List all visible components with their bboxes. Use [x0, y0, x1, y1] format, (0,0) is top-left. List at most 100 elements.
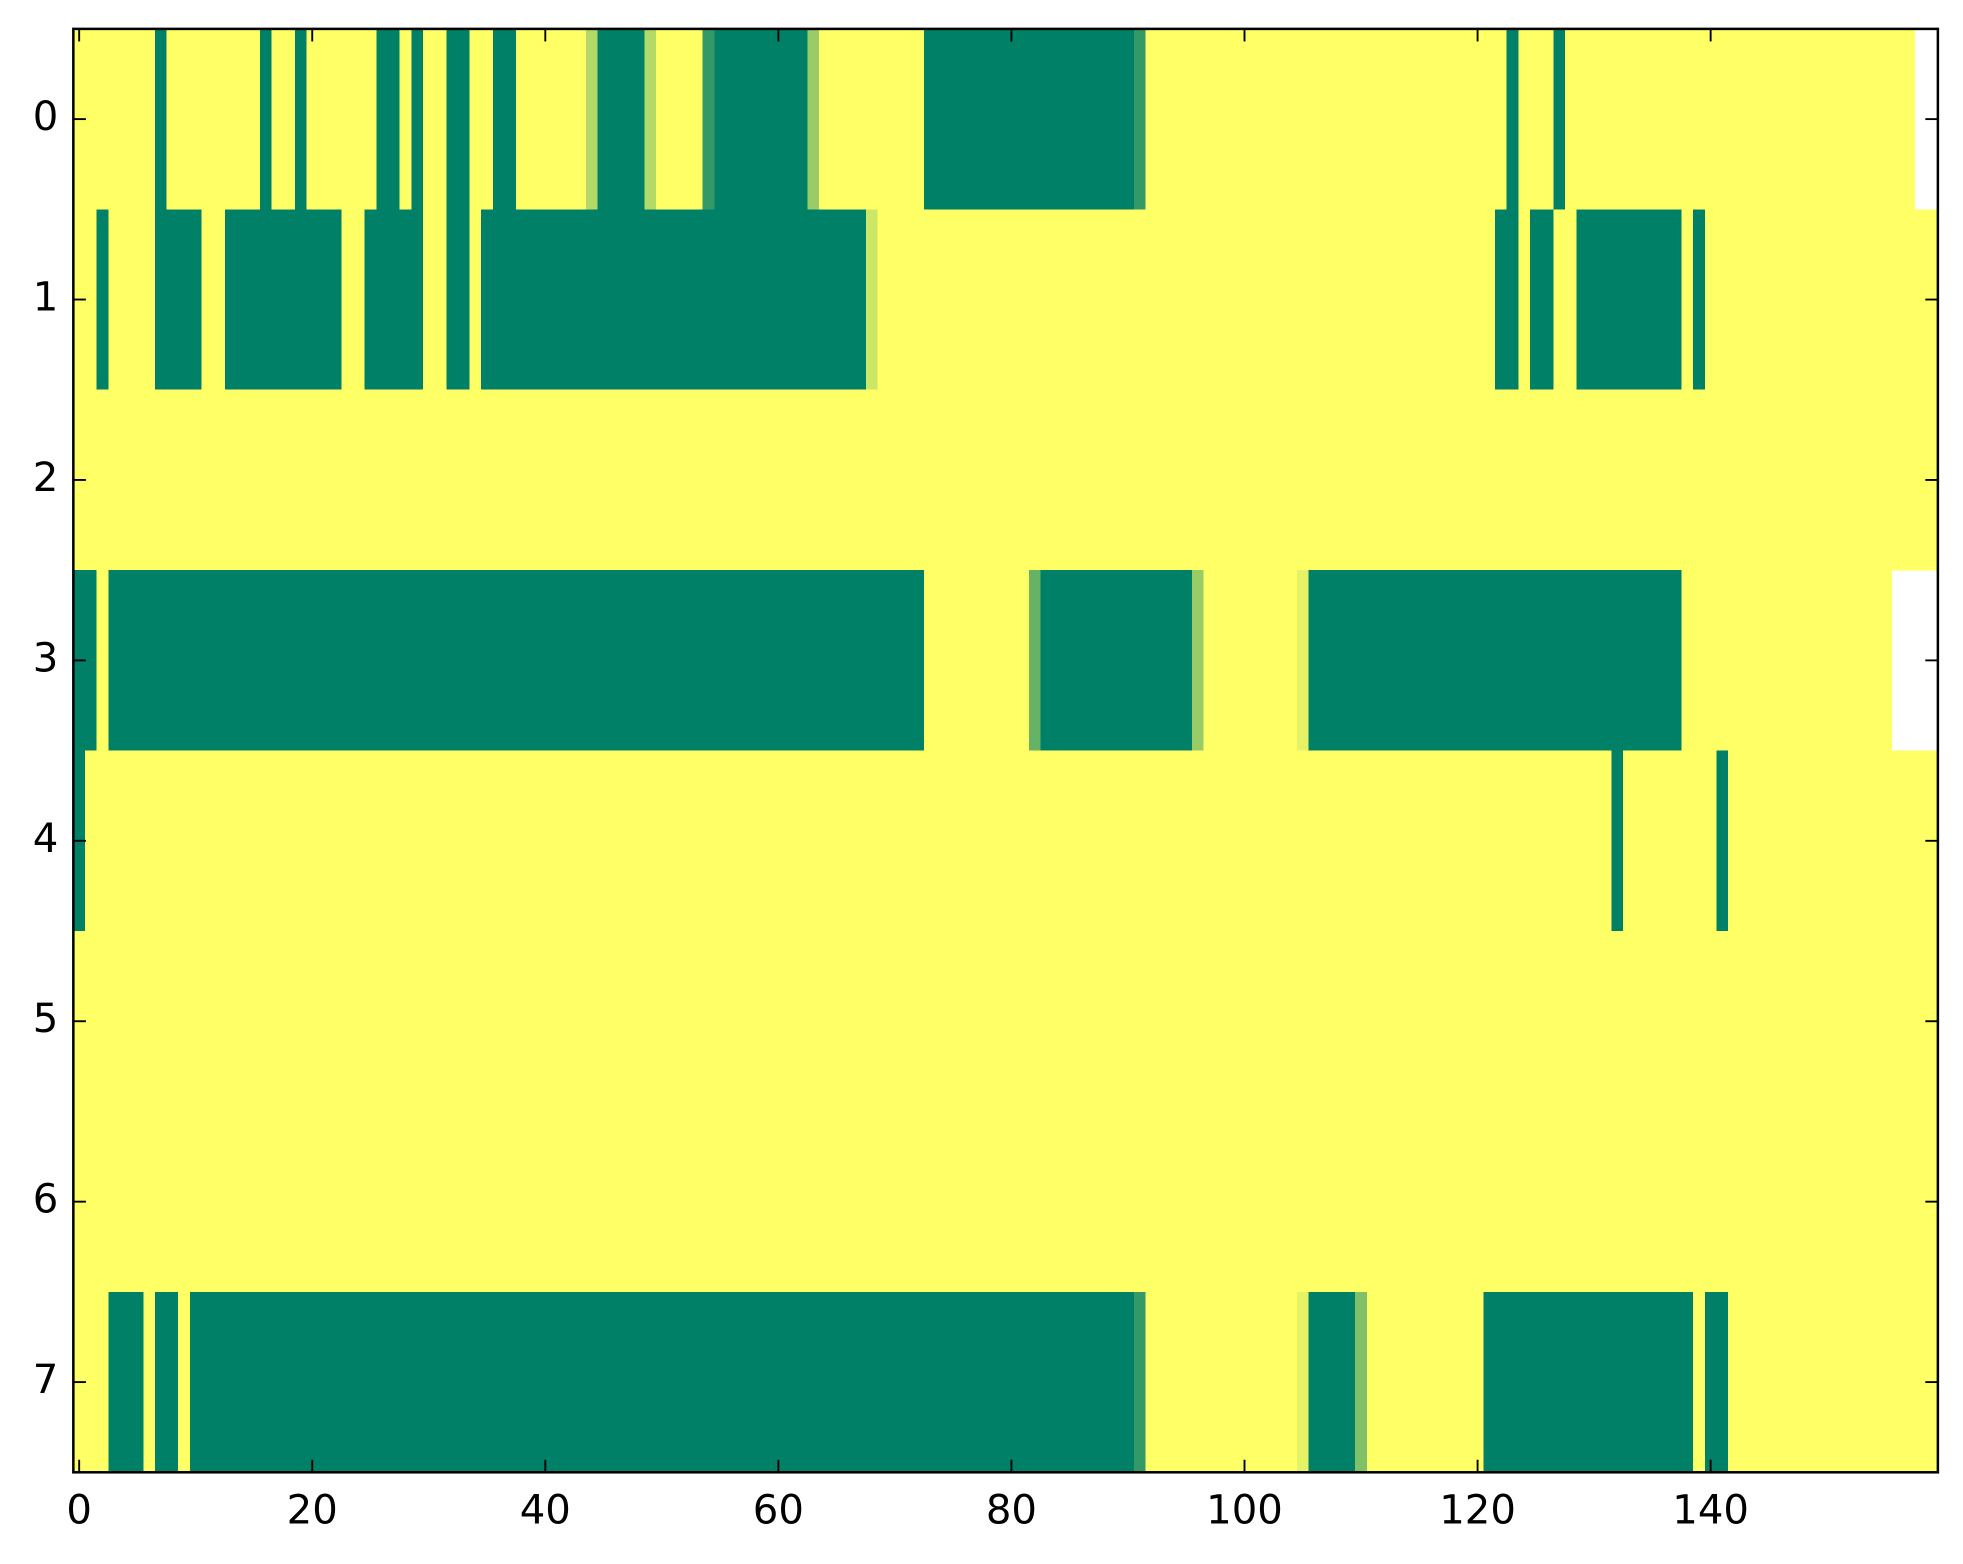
heatmap-cell [119, 389, 133, 571]
heatmap-cell [819, 209, 832, 391]
heatmap-cell [1809, 209, 1822, 391]
heatmap-cell [1355, 1291, 1368, 1473]
heatmap-cell [1658, 1111, 1671, 1293]
heatmap-cell [1157, 209, 1170, 391]
heatmap-cell [1110, 570, 1123, 752]
heatmap-cell [1564, 750, 1578, 932]
heatmap-cell [108, 931, 121, 1112]
heatmap-cell [1646, 28, 1659, 210]
heatmap-cell [1425, 1111, 1438, 1293]
heatmap-cell [1553, 28, 1566, 210]
heatmap-cell [714, 389, 727, 571]
heatmap-cell [1844, 1291, 1857, 1473]
heatmap-cell [935, 570, 948, 752]
heatmap-cell [679, 28, 692, 210]
heatmap-cell [224, 1291, 237, 1473]
heatmap-cell [970, 1111, 983, 1293]
heatmap-cell [399, 1291, 412, 1473]
heatmap-cell [1157, 931, 1170, 1112]
heatmap-cell [1052, 28, 1065, 210]
heatmap-cell [725, 570, 739, 752]
heatmap-cell [143, 389, 156, 571]
heatmap-cell [1273, 209, 1286, 391]
heatmap-cell [446, 1291, 459, 1473]
heatmap-cell [1028, 750, 1042, 932]
heatmap-cell [1669, 570, 1683, 752]
heatmap-cell [725, 1291, 739, 1473]
heatmap-cell [154, 750, 168, 932]
heatmap-cell [807, 931, 820, 1112]
heatmap-cell [1460, 209, 1473, 391]
heatmap-cell [912, 209, 925, 391]
heatmap-cell [993, 750, 1007, 932]
heatmap-cell [714, 28, 727, 210]
heatmap-cell [1227, 389, 1240, 571]
heatmap-cell [935, 1111, 948, 1293]
heatmap-cell [1122, 1111, 1135, 1293]
heatmap-cell [1634, 1291, 1648, 1473]
heatmap-cell [597, 931, 610, 1112]
heatmap-cell [679, 209, 692, 391]
heatmap-cell [574, 570, 587, 752]
heatmap-cell [143, 209, 156, 391]
heatmap-cell [1227, 750, 1240, 932]
heatmap-cell [1098, 209, 1111, 391]
heatmap-cell [1483, 1291, 1496, 1473]
heatmap-cell [481, 1111, 494, 1293]
heatmap-cell [1425, 750, 1438, 932]
heatmap-cell [539, 1291, 552, 1473]
heatmap-cell [1238, 1291, 1251, 1473]
heatmap-cell [189, 570, 203, 752]
heatmap-cell [656, 209, 669, 391]
heatmap-cell [1576, 1111, 1589, 1293]
heatmap-cell [213, 931, 226, 1112]
heatmap-cell [1658, 750, 1671, 932]
heatmap-cell [236, 28, 249, 210]
heatmap-cell [889, 570, 902, 752]
heatmap-cell [1471, 570, 1484, 752]
heatmap-cell [760, 931, 774, 1112]
heatmap-cell [1669, 1291, 1683, 1473]
heatmap-cell [1704, 28, 1717, 210]
heatmap-cell [1378, 28, 1391, 210]
heatmap-cell [1390, 750, 1403, 932]
heatmap-cell [959, 389, 972, 571]
heatmap-cell [481, 570, 494, 752]
heatmap-cell [1471, 1291, 1484, 1473]
heatmap-cell [259, 1291, 272, 1473]
heatmap-cell [795, 931, 809, 1112]
heatmap-cell [387, 209, 401, 391]
heatmap-cell [586, 1111, 599, 1293]
heatmap-cell [201, 1291, 214, 1473]
heatmap-cell [294, 931, 307, 1112]
heatmap-cell [166, 570, 179, 752]
heatmap-cell [1098, 931, 1111, 1112]
heatmap-cell [1448, 570, 1461, 752]
heatmap-cell [306, 570, 319, 752]
heatmap-cell [1541, 750, 1554, 932]
heatmap-cell [1122, 1291, 1135, 1473]
heatmap-cell [749, 1291, 762, 1473]
y-tick-label: 6 [33, 1177, 59, 1223]
heatmap-cell [1471, 28, 1484, 210]
heatmap-cell [271, 750, 284, 932]
heatmap-cell [889, 209, 902, 391]
heatmap-cell [1261, 1291, 1275, 1473]
heatmap-cell [1145, 1291, 1158, 1473]
heatmap-cell [1646, 389, 1659, 571]
heatmap-cell [1763, 750, 1776, 932]
heatmap-cell [854, 389, 867, 571]
heatmap-cell [1448, 750, 1461, 932]
heatmap-cell [422, 28, 436, 210]
heatmap-cell [399, 28, 412, 210]
heatmap-cell [469, 1111, 482, 1293]
heatmap-cell [1879, 1111, 1892, 1293]
heatmap-cell [1098, 570, 1111, 752]
heatmap-cell [1588, 389, 1601, 571]
heatmap-cell [760, 28, 774, 210]
heatmap-cell [795, 28, 809, 210]
heatmap-cell [1483, 389, 1496, 571]
heatmap-cell [1914, 209, 1927, 391]
heatmap-cell [492, 750, 506, 932]
heatmap-cell [504, 389, 517, 571]
